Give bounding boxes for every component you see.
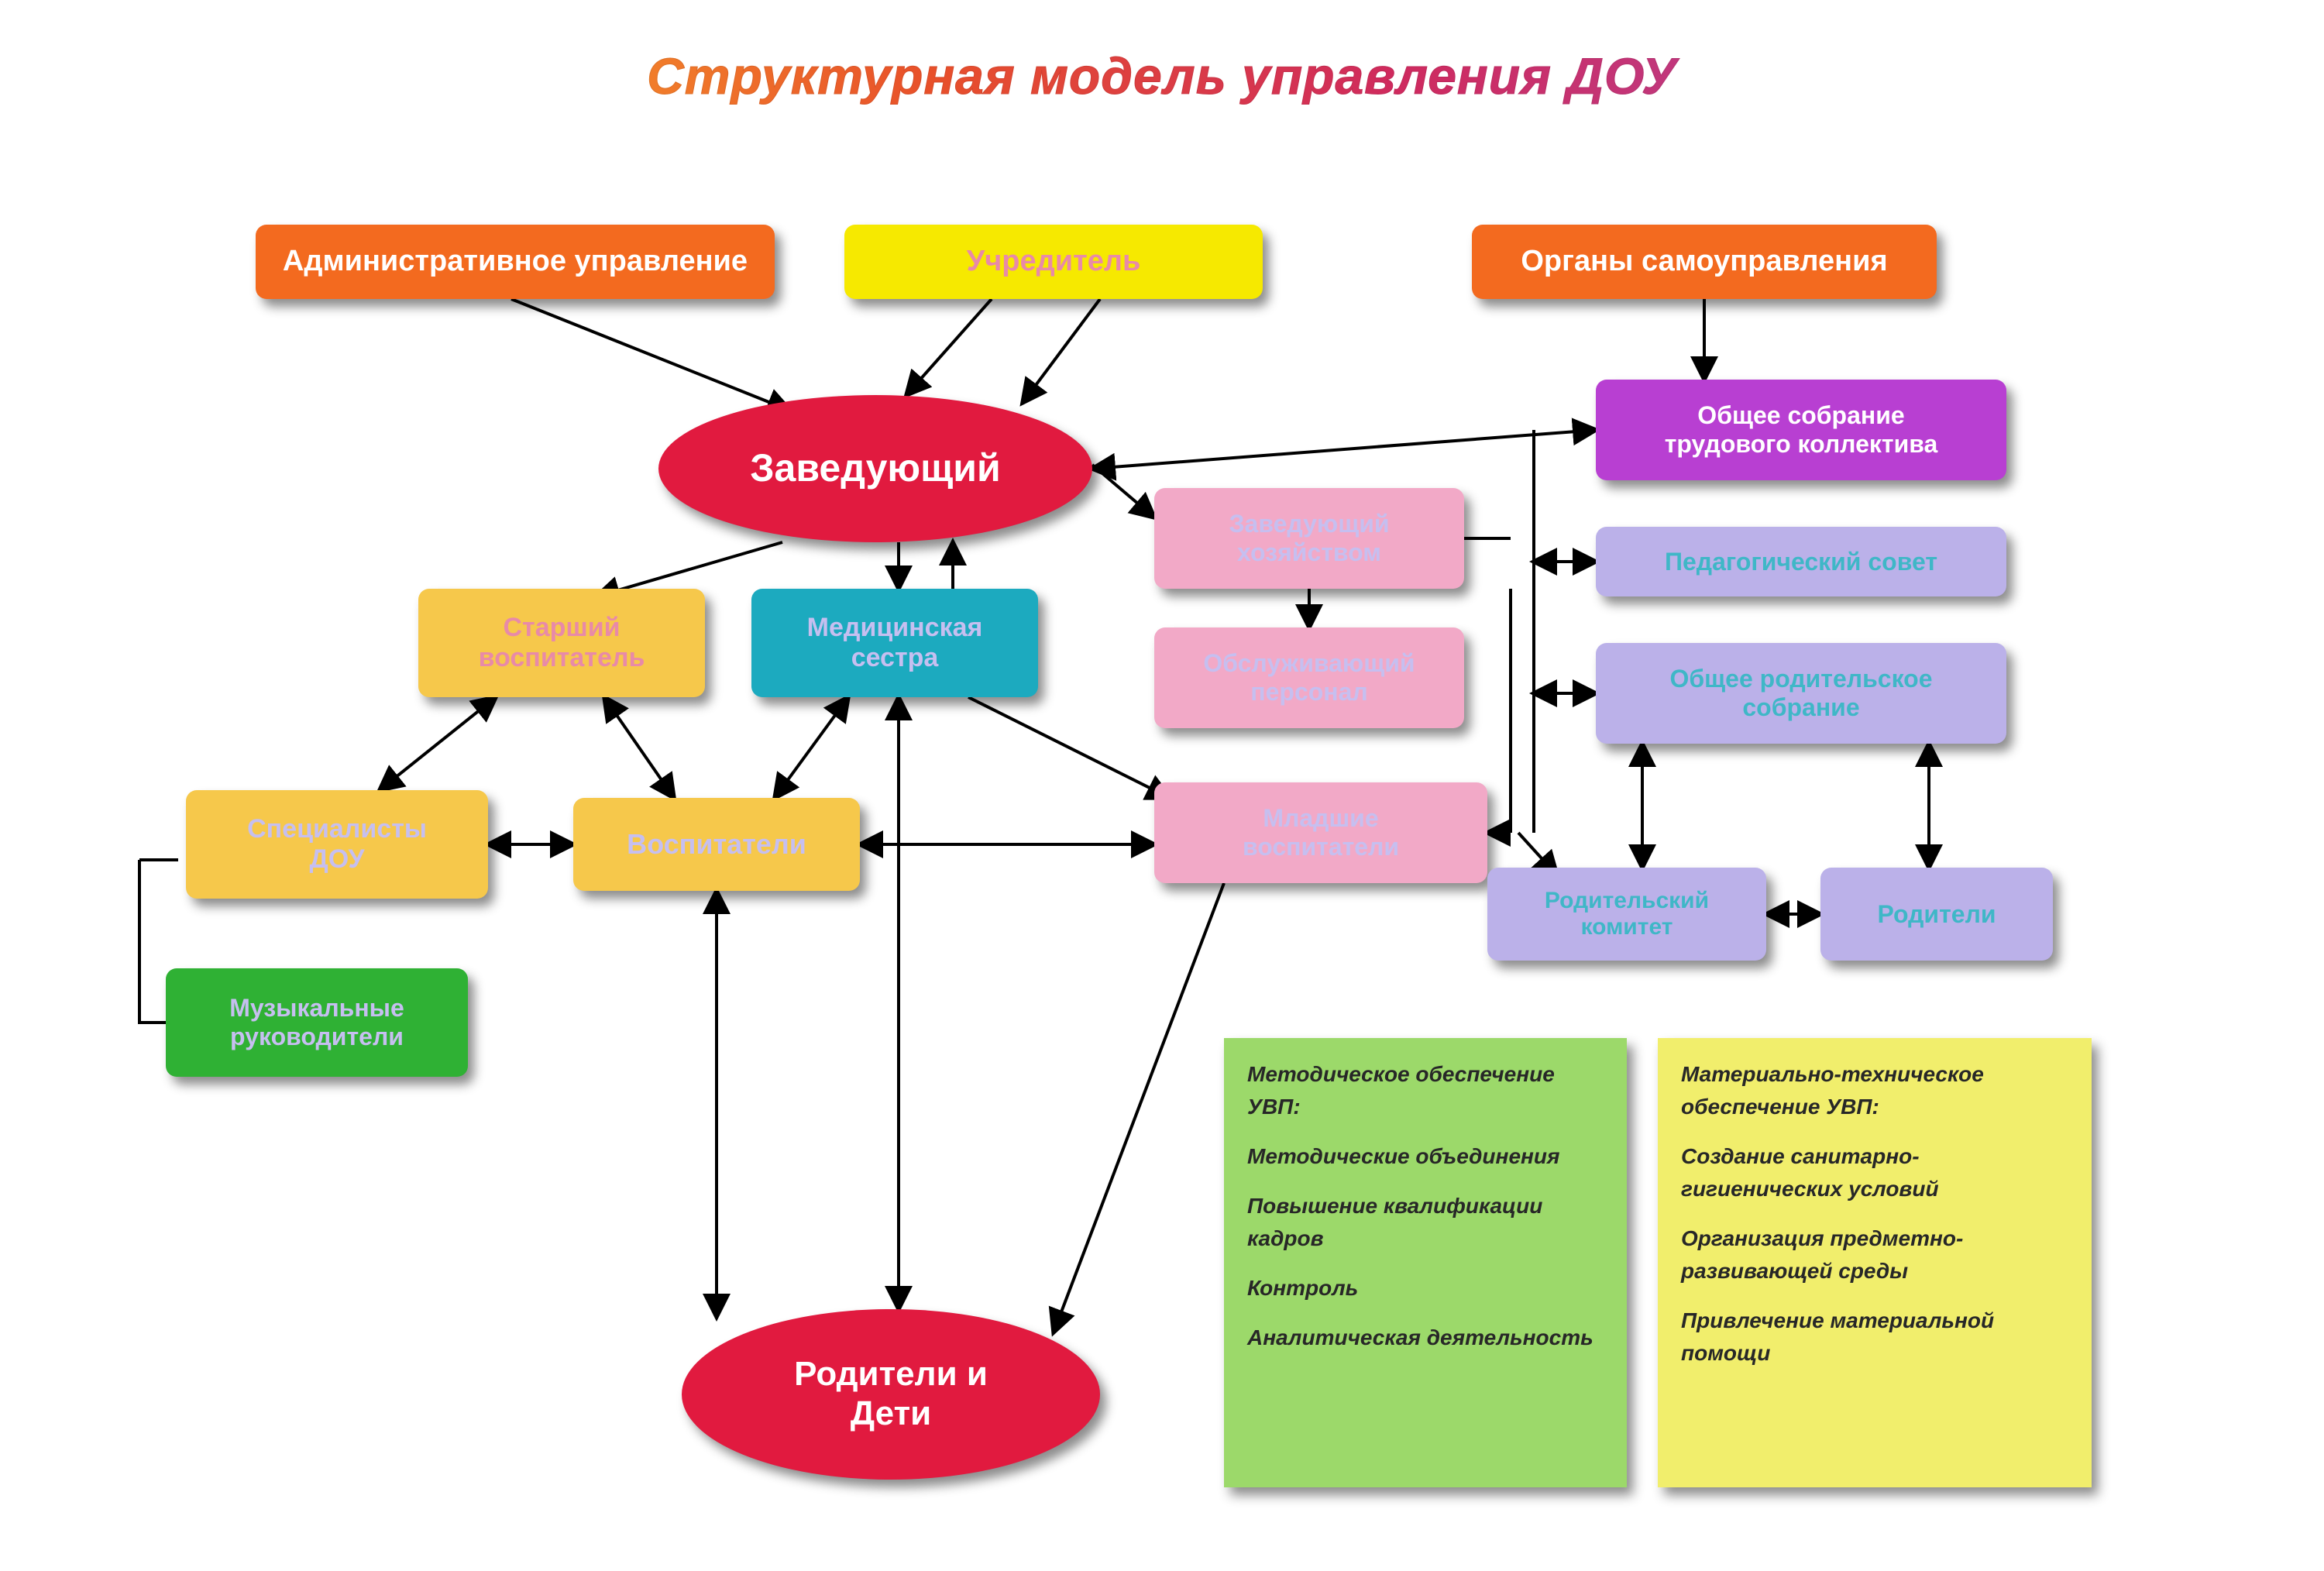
node-parents_box: Родители — [1820, 868, 2053, 961]
panel-material-item: Привлечение материальной помощи — [1681, 1305, 2068, 1370]
node-assembly: Общее собраниетрудового коллектива — [1596, 380, 2006, 480]
diagram-canvas: Структурная модель управления ДОУ Админи… — [0, 0, 2324, 1571]
panel-material-item: Создание санитарно-гигиенических условий — [1681, 1140, 2068, 1205]
node-parentmeet: Общее родительскоесобрание — [1596, 643, 2006, 744]
panel-method-item: Методические объединения — [1247, 1140, 1604, 1173]
panel-material-item: Организация предметно-развивающей среды — [1681, 1222, 2068, 1287]
node-parcom: Родительскийкомитет — [1487, 868, 1766, 961]
panel-material: Материально-техническое обеспечение УВП:… — [1658, 1038, 2092, 1487]
panel-method-header: Методическое обеспечение УВП: — [1247, 1058, 1604, 1123]
node-junior: Младшиевоспитатели — [1154, 782, 1487, 883]
node-head: Заведующий — [658, 395, 1092, 542]
diagram-title: Структурная модель управления ДОУ — [0, 46, 2324, 105]
panel-method-item: Повышение квалификации кадров — [1247, 1190, 1604, 1255]
node-admin: Административное управление — [256, 225, 775, 299]
node-selfgov: Органы самоуправления — [1472, 225, 1937, 299]
node-nurse: Медицинскаясестра — [751, 589, 1038, 697]
panel-method-item: Контроль — [1247, 1272, 1604, 1305]
node-zav_hoz: Заведующийхозяйством — [1154, 488, 1464, 589]
node-founder: Учредитель — [844, 225, 1263, 299]
node-senior: Старшийвоспитатель — [418, 589, 705, 697]
node-service: Обслуживающийперсонал — [1154, 627, 1464, 728]
panel-material-header: Материально-техническое обеспечение УВП: — [1681, 1058, 2068, 1123]
node-parents_kids: Родители иДети — [682, 1309, 1100, 1480]
node-music: Музыкальныеруководители — [166, 968, 468, 1077]
node-educators: Воспитатели — [573, 798, 860, 891]
node-pedsovet: Педагогический совет — [1596, 527, 2006, 596]
node-specialists: СпециалистыДОУ — [186, 790, 488, 899]
panel-method-item: Аналитическая деятельность — [1247, 1322, 1604, 1354]
panel-method: Методическое обеспечение УВП: Методически… — [1224, 1038, 1627, 1487]
